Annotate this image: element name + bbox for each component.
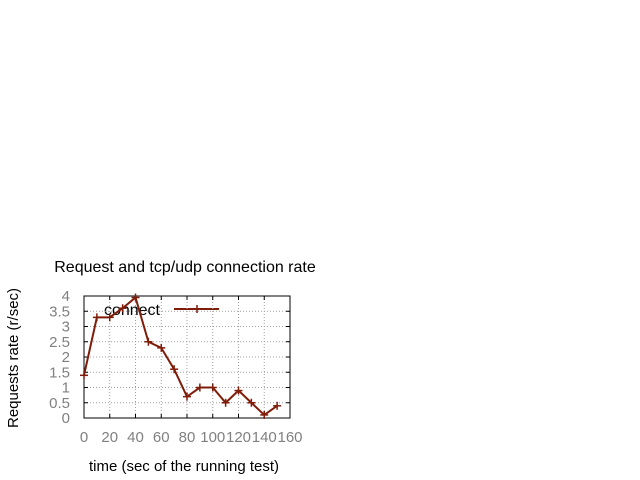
data-point-connect-10	[208, 383, 217, 392]
x-tick-label-7: 140	[252, 429, 277, 446]
y-tick-label-4: 2	[62, 349, 70, 366]
data-point-connect-3	[118, 304, 127, 313]
x-tick-label-8: 160	[277, 429, 302, 446]
data-point-connect-8	[183, 392, 191, 401]
y-axis-label: Requests rate (r/sec)	[5, 288, 22, 428]
data-point-connect-13	[247, 398, 256, 407]
y-tick-label-8: 4	[62, 288, 70, 305]
data-point-connect-11	[221, 398, 230, 407]
x-tick-label-1: 20	[101, 429, 118, 446]
data-point-connect-14	[260, 410, 269, 419]
y-tick-label-6: 3	[62, 319, 70, 336]
chart-legend: connect	[104, 302, 219, 319]
chart-title: Request and tcp/udp connection rate	[54, 259, 316, 276]
data-point-connect-2	[105, 313, 114, 322]
y-tick-label-5: 2.5	[49, 334, 70, 351]
x-tick-label-2: 40	[127, 429, 144, 446]
y-tick-label-7: 3.5	[49, 303, 70, 320]
data-point-connect-15	[273, 401, 282, 410]
x-tick-label-4: 80	[179, 429, 196, 446]
data-point-connect-7	[170, 365, 179, 374]
x-tick-label-0: 0	[80, 429, 88, 446]
y-tick-label-2: 1	[62, 380, 70, 397]
x-tick-label-6: 120	[226, 429, 251, 446]
x-tick-label-3: 60	[153, 429, 170, 446]
data-point-connect-5	[144, 337, 153, 346]
y-tick-label-1: 0.5	[49, 395, 70, 412]
y-tick-label-0: 0	[62, 410, 70, 427]
x-tick-label-5: 100	[200, 429, 225, 446]
series-line-connect	[83, 295, 278, 417]
data-point-connect-9	[195, 383, 204, 392]
data-point-connect-0	[80, 371, 88, 380]
legend-label-connect: connect	[104, 302, 161, 319]
data-point-connect-4	[131, 293, 140, 302]
data-point-connect-12	[234, 386, 243, 395]
x-axis-label: time (sec of the running test)	[89, 458, 279, 475]
y-tick-label-3: 1.5	[49, 364, 70, 381]
data-point-connect-6	[157, 343, 166, 352]
data-point-connect-1	[92, 313, 101, 322]
